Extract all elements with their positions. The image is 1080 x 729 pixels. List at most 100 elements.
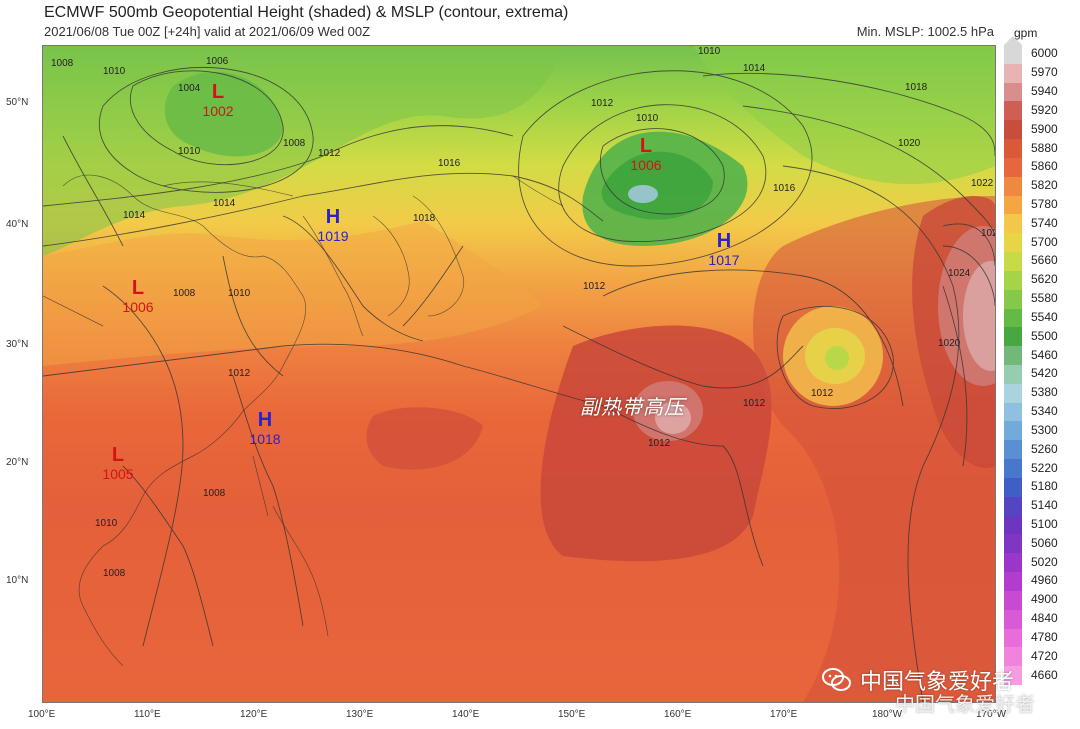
colorbar-level-label: 5380 <box>1031 385 1058 400</box>
contour-label: 1012 <box>811 388 834 399</box>
lon-label: 140°E <box>452 709 480 720</box>
contour-label: 1016 <box>773 183 796 194</box>
colorbar-segment <box>1004 440 1022 460</box>
lon-label: 180°W <box>872 709 903 720</box>
colorbar-level-label: 5060 <box>1031 535 1058 550</box>
colorbar-segment <box>1004 214 1022 234</box>
lon-label: 160°E <box>664 709 692 720</box>
low-pressure-center: L 1006 <box>630 135 662 173</box>
contour-label: 1004 <box>178 83 201 94</box>
colorbar-level-label: 5100 <box>1031 517 1058 531</box>
colorbar-level-label: 4660 <box>1031 667 1058 682</box>
contour-label: 1010 <box>698 46 721 57</box>
colorbar-level-label: 5780 <box>1031 197 1058 211</box>
subtropical-high-label: 副热带高压 <box>580 395 685 419</box>
lat-label: 30°N <box>6 339 29 350</box>
contour-label: 1008 <box>203 488 226 499</box>
colorbar-segment <box>1004 252 1022 272</box>
colorbar-level-label: 5540 <box>1031 309 1058 324</box>
colorbar-level-label: 5940 <box>1031 84 1058 99</box>
colorbar-level-label: 5580 <box>1031 291 1058 306</box>
contour-label: 1010 <box>103 66 126 77</box>
colorbar-segment <box>1004 628 1022 648</box>
colorbar-segment <box>1004 120 1022 140</box>
contour-label: 1020 <box>938 338 961 349</box>
colorbar-segment <box>1004 45 1022 65</box>
low-pressure-center: L 1005 <box>102 444 134 482</box>
contour-label: 1022 <box>971 178 994 189</box>
colorbar-segment <box>1004 572 1022 592</box>
lat-label: 20°N <box>6 457 29 468</box>
colorbar-segment <box>1004 421 1022 441</box>
contour-label: 1010 <box>95 518 118 529</box>
lon-label: 150°E <box>558 709 586 720</box>
colorbar-level-label: 5620 <box>1031 272 1058 287</box>
lon-label: 170°E <box>770 709 798 720</box>
low-pressure-center: L 1002 <box>202 81 234 119</box>
contour-label: 1026 <box>981 228 995 239</box>
colorbar-segment <box>1004 590 1022 611</box>
colorbar-segment <box>1004 346 1022 366</box>
colorbar-level-label: 5420 <box>1031 366 1058 381</box>
colorbar-top-cap <box>1004 36 1022 45</box>
contour-label: 1008 <box>173 288 196 299</box>
contour-label: 1012 <box>583 281 606 292</box>
high-pressure-center: H 1019 <box>317 206 349 244</box>
colorbar-segment <box>1004 139 1022 159</box>
lat-label: 10°N <box>6 575 29 586</box>
watermark-text: 中国气象爱好者 <box>895 692 1035 716</box>
colorbar-segment <box>1004 289 1022 310</box>
contour-label: 1012 <box>228 368 251 379</box>
colorbar-segment <box>1004 157 1022 178</box>
contour-label: 1020 <box>898 138 921 149</box>
colorbar-segment <box>1004 308 1022 328</box>
colorbar-segment <box>1004 666 1022 686</box>
colorbar-level-label: 5340 <box>1031 404 1058 419</box>
colorbar-segment <box>1004 365 1022 385</box>
colorbar-level-label: 5920 <box>1031 102 1058 117</box>
contour-label: 1012 <box>743 398 766 409</box>
colorbar-level-label: 5900 <box>1031 121 1058 136</box>
colorbar-level-label: 5260 <box>1031 441 1058 456</box>
lon-label: 110°E <box>134 709 161 720</box>
colorbar-level-label: 5860 <box>1031 159 1058 174</box>
colorbar-level-label: 4720 <box>1031 648 1058 663</box>
colorbar-level-label: 6000 <box>1031 46 1058 61</box>
colorbar-level-label: 4900 <box>1031 592 1058 607</box>
colorbar-level-label: 5660 <box>1031 253 1058 268</box>
contour-label: 1008 <box>51 58 74 69</box>
colorbar-level-label: 5700 <box>1031 234 1058 249</box>
colorbar-segment <box>1004 553 1022 573</box>
lat-label: 40°N <box>6 219 29 230</box>
contour-label: 1010 <box>178 146 201 157</box>
colorbar-segment <box>1004 101 1022 121</box>
colorbar-level-label: 5300 <box>1031 422 1058 437</box>
high-pressure-center: H 1018 <box>249 409 281 447</box>
colorbar-level-label: 5180 <box>1031 479 1058 494</box>
colorbar-segment <box>1004 609 1022 630</box>
weather-map: 1008 1010 1006 1004 1010 1014 1014 1012 … <box>42 45 996 703</box>
colorbar-level-label: 5880 <box>1031 140 1058 155</box>
map-title: ECMWF 500mb Geopotential Height (shaded)… <box>44 4 569 21</box>
colorbar-segment <box>1004 459 1022 479</box>
colorbar-level-label: 4840 <box>1031 611 1058 626</box>
contour-label: 1012 <box>648 438 671 449</box>
contour-label: 1006 <box>206 56 229 67</box>
colorbar-segment <box>1004 496 1022 517</box>
colorbar <box>1004 45 1022 686</box>
colorbar-level-label: 5740 <box>1031 215 1058 230</box>
colorbar-level-label: 4780 <box>1031 629 1058 644</box>
colorbar-segment <box>1004 82 1022 102</box>
contour-label: 1016 <box>438 158 461 169</box>
colorbar-segment <box>1004 647 1022 667</box>
colorbar-segment <box>1004 195 1022 215</box>
colorbar-segment <box>1004 270 1022 291</box>
colorbar-level-label: 5460 <box>1031 347 1058 362</box>
wechat-icon <box>822 668 851 691</box>
lon-label: 120°E <box>240 709 268 720</box>
colorbar-segment <box>1004 327 1022 347</box>
map-valid-time: 2021/06/08 Tue 00Z [+24h] valid at 2021/… <box>44 24 371 39</box>
low-pressure-center: L 1006 <box>122 277 154 315</box>
colorbar-level-label: 5220 <box>1031 460 1058 475</box>
colorbar-segment <box>1004 515 1022 535</box>
